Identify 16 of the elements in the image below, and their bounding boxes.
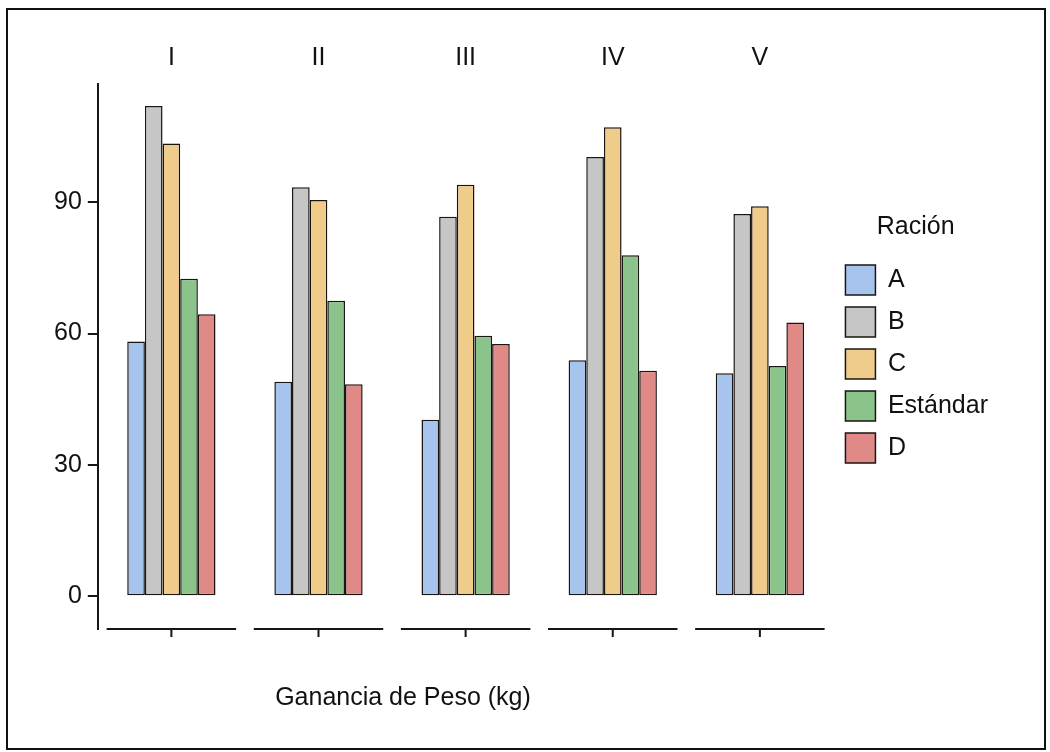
legend-label: D (887, 431, 906, 460)
y-tick-label: 60 (54, 317, 82, 346)
x-axis-title: Ganancia de Peso (kg) (274, 682, 532, 711)
y-tick-label: 30 (54, 448, 82, 477)
legend-label: Estándar (887, 389, 988, 418)
legend-title: Ración (876, 211, 955, 240)
legend-label: A (887, 263, 905, 292)
x-tick-label: II (311, 41, 326, 70)
y-tick-label: 0 (67, 580, 82, 609)
legend-label: B (887, 305, 905, 334)
x-tick-label: III (455, 41, 477, 70)
y-tick-label: 90 (54, 186, 82, 215)
x-tick-label: I (167, 41, 175, 70)
x-tick-label: IV (600, 41, 625, 70)
x-tick-label: V (751, 41, 769, 70)
legend-label: C (887, 347, 906, 376)
